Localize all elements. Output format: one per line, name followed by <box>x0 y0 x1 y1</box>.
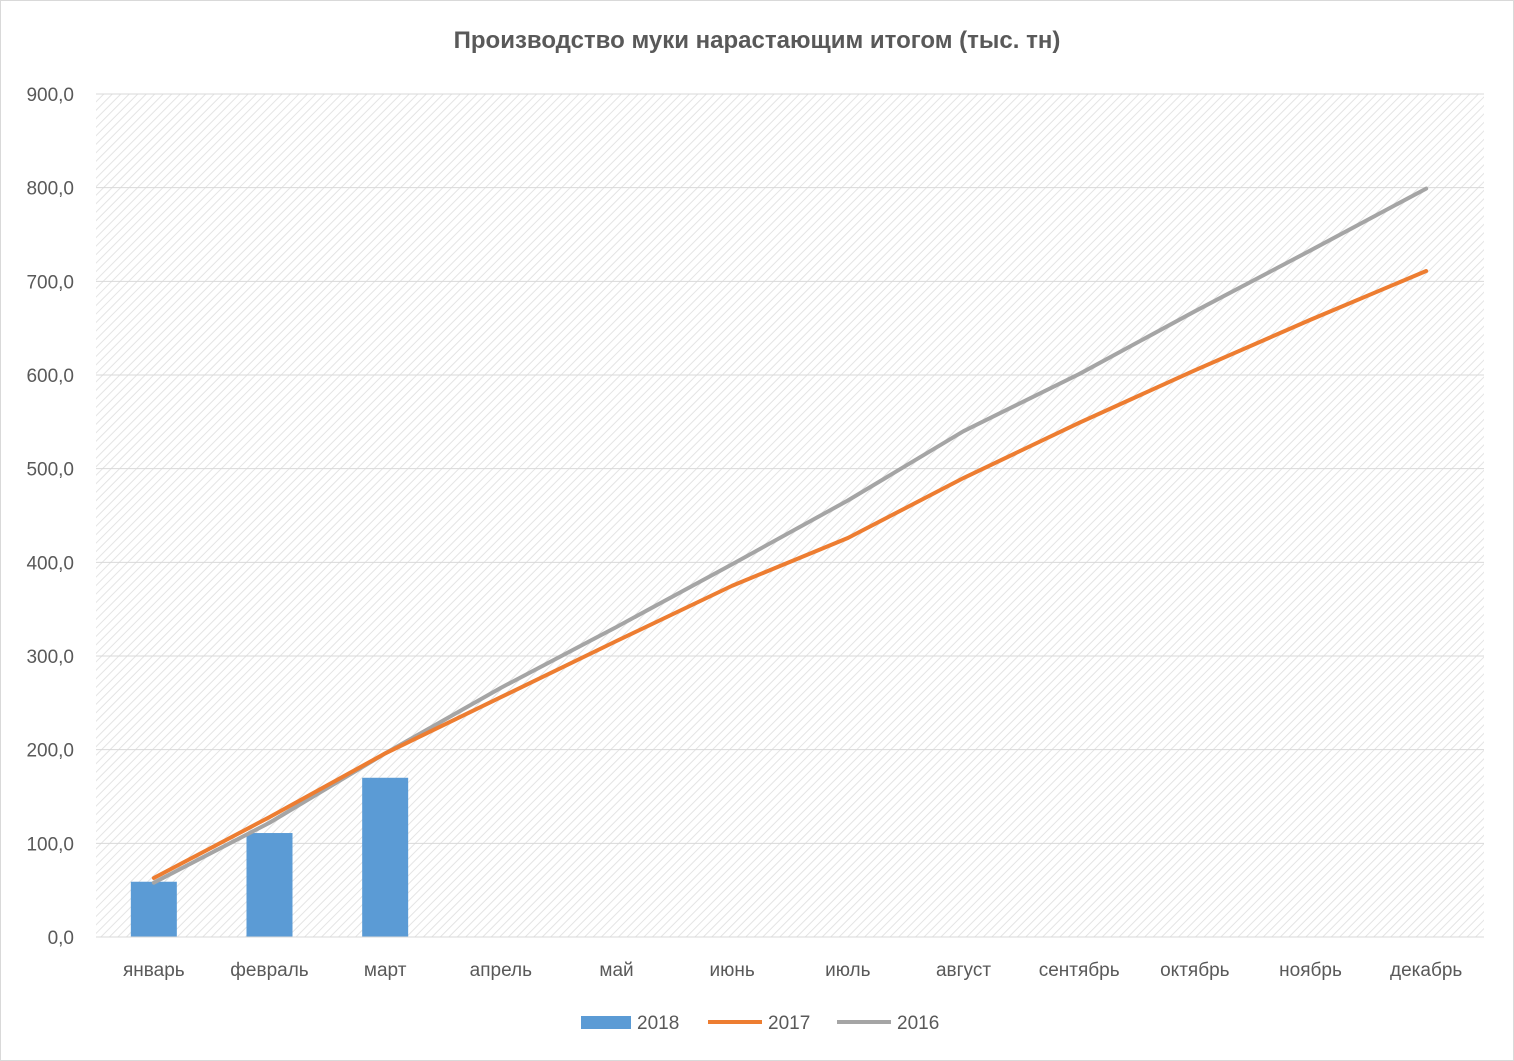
legend-label-2016: 2016 <box>897 1013 939 1034</box>
bar-2018-январь <box>130 881 177 937</box>
x-tick-label: май <box>599 960 633 981</box>
chart-title: Производство муки нарастающим итогом (ты… <box>453 27 1061 54</box>
x-tick-label: октябрь <box>1160 960 1230 981</box>
legend-label-2017: 2017 <box>768 1013 810 1034</box>
x-tick-label: апрель <box>470 960 532 981</box>
y-tick-label: 400,0 <box>26 553 74 574</box>
y-tick-label: 600,0 <box>26 366 74 387</box>
x-tick-label: сентябрь <box>1039 960 1120 981</box>
legend-swatch-2018 <box>581 1016 631 1029</box>
y-tick-label: 900,0 <box>26 85 74 106</box>
x-tick-label: июнь <box>710 960 755 981</box>
x-tick-label: январь <box>123 960 185 981</box>
line-series-2017 <box>151 269 1429 880</box>
x-tick-label: март <box>364 960 407 981</box>
bar-2018-март <box>362 777 409 937</box>
x-tick-label: ноябрь <box>1279 960 1342 981</box>
y-tick-label: 100,0 <box>26 834 74 855</box>
bar-2018-февраль <box>246 833 293 937</box>
y-tick-label: 800,0 <box>26 179 74 200</box>
y-tick-label: 300,0 <box>26 647 74 668</box>
y-tick-label: 700,0 <box>26 272 74 293</box>
x-tick-label: август <box>936 960 991 981</box>
legend-label-2018: 2018 <box>637 1013 679 1034</box>
x-tick-label: февраль <box>230 960 309 981</box>
y-tick-label: 500,0 <box>26 460 74 481</box>
plot-area <box>96 94 1484 937</box>
y-tick-label: 200,0 <box>26 741 74 762</box>
x-tick-label: декабрь <box>1390 960 1462 981</box>
y-tick-label: 0,0 <box>48 928 74 949</box>
x-tick-label: июль <box>825 960 871 981</box>
